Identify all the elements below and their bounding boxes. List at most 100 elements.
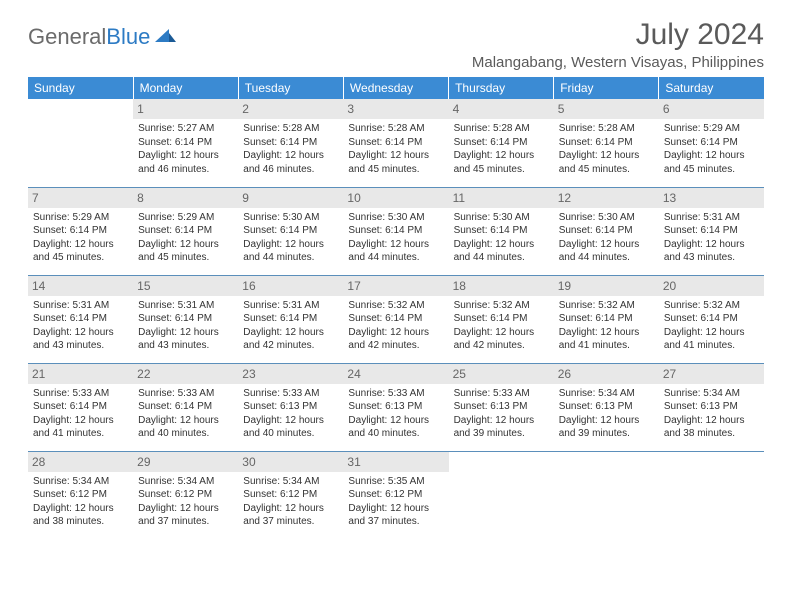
daylight-text: Daylight: 12 hours and 46 minutes. xyxy=(138,149,233,176)
daylight-text: Daylight: 12 hours and 37 minutes. xyxy=(138,502,233,529)
day-number: 25 xyxy=(449,364,554,384)
day-number: 23 xyxy=(238,364,343,384)
brand-logo: GeneralBlue xyxy=(28,24,177,50)
daylight-text: Daylight: 12 hours and 39 minutes. xyxy=(559,414,654,441)
brand-triangle-icon xyxy=(155,27,177,48)
daylight-text: Daylight: 12 hours and 42 minutes. xyxy=(454,326,549,353)
calendar-day-cell: 17Sunrise: 5:32 AMSunset: 6:14 PMDayligh… xyxy=(343,275,448,363)
calendar-day-cell: 10Sunrise: 5:30 AMSunset: 6:14 PMDayligh… xyxy=(343,187,448,275)
sunset-text: Sunset: 6:14 PM xyxy=(348,224,443,238)
sunrise-text: Sunrise: 5:34 AM xyxy=(33,475,128,489)
daylight-text: Daylight: 12 hours and 39 minutes. xyxy=(454,414,549,441)
brand-part1: General xyxy=(28,24,106,49)
sunset-text: Sunset: 6:14 PM xyxy=(559,136,654,150)
sunset-text: Sunset: 6:14 PM xyxy=(138,400,233,414)
day-number: 16 xyxy=(238,276,343,296)
daylight-text: Daylight: 12 hours and 38 minutes. xyxy=(664,414,759,441)
calendar-day-cell: 13Sunrise: 5:31 AMSunset: 6:14 PMDayligh… xyxy=(659,187,764,275)
calendar-week-row: 1Sunrise: 5:27 AMSunset: 6:14 PMDaylight… xyxy=(28,99,764,187)
sunset-text: Sunset: 6:14 PM xyxy=(243,224,338,238)
daylight-text: Daylight: 12 hours and 46 minutes. xyxy=(243,149,338,176)
daylight-text: Daylight: 12 hours and 40 minutes. xyxy=(138,414,233,441)
day-number: 30 xyxy=(238,452,343,472)
weekday-header: Monday xyxy=(133,77,238,99)
sunset-text: Sunset: 6:14 PM xyxy=(33,312,128,326)
sunset-text: Sunset: 6:12 PM xyxy=(243,488,338,502)
daylight-text: Daylight: 12 hours and 43 minutes. xyxy=(33,326,128,353)
calendar-day-cell: 23 Sunrise: 5:33 AMSunset: 6:13 PMDayligh… xyxy=(238,363,343,451)
sunrise-text: Sunrise: 5:28 AM xyxy=(559,122,654,136)
day-number: 4 xyxy=(449,99,554,119)
sunset-text: Sunset: 6:13 PM xyxy=(243,400,338,414)
sunset-text: Sunset: 6:14 PM xyxy=(559,312,654,326)
calendar-day-cell xyxy=(449,451,554,539)
day-number: 7 xyxy=(28,188,133,208)
sunrise-text: Sunrise: 5:31 AM xyxy=(243,299,338,313)
brand-text: GeneralBlue xyxy=(28,24,150,50)
daylight-text: Daylight: 12 hours and 41 minutes. xyxy=(33,414,128,441)
calendar-week-row: 7Sunrise: 5:29 AMSunset: 6:14 PMDaylight… xyxy=(28,187,764,275)
day-number: 11 xyxy=(449,188,554,208)
day-number: 21 xyxy=(28,364,133,384)
day-number: 12 xyxy=(554,188,659,208)
sunset-text: Sunset: 6:14 PM xyxy=(559,224,654,238)
sunrise-text: Sunrise: 5:28 AM xyxy=(454,122,549,136)
daylight-text: Daylight: 12 hours and 40 minutes. xyxy=(348,414,443,441)
header: GeneralBlue July 2024 Malangabang, Weste… xyxy=(28,18,764,71)
calendar-day-cell: 11 Sunrise: 5:30 AMSunset: 6:14 PMDayligh… xyxy=(449,187,554,275)
sunrise-text: Sunrise: 5:32 AM xyxy=(348,299,443,313)
day-number: 28 xyxy=(28,452,133,472)
daylight-text: Daylight: 12 hours and 44 minutes. xyxy=(454,238,549,265)
sunrise-text: Sunrise: 5:30 AM xyxy=(348,211,443,225)
daylight-text: Daylight: 12 hours and 45 minutes. xyxy=(559,149,654,176)
sunrise-text: Sunrise: 5:27 AM xyxy=(138,122,233,136)
weekday-header: Wednesday xyxy=(343,77,448,99)
sunset-text: Sunset: 6:14 PM xyxy=(454,224,549,238)
day-number: 10 xyxy=(343,188,448,208)
daylight-text: Daylight: 12 hours and 37 minutes. xyxy=(348,502,443,529)
daylight-text: Daylight: 12 hours and 38 minutes. xyxy=(33,502,128,529)
daylight-text: Daylight: 12 hours and 45 minutes. xyxy=(33,238,128,265)
calendar-day-cell: 9Sunrise: 5:30 AMSunset: 6:14 PMDaylight… xyxy=(238,187,343,275)
sunrise-text: Sunrise: 5:33 AM xyxy=(243,387,338,401)
day-number: 2 xyxy=(238,99,343,119)
day-number: 19 xyxy=(554,276,659,296)
sunrise-text: Sunrise: 5:31 AM xyxy=(138,299,233,313)
day-number: 5 xyxy=(554,99,659,119)
calendar-day-cell: 31Sunrise: 5:35 AMSunset: 6:12 PMDayligh… xyxy=(343,451,448,539)
brand-part2: Blue xyxy=(106,24,150,49)
day-number: 31 xyxy=(343,452,448,472)
day-number: 3 xyxy=(343,99,448,119)
sunrise-text: Sunrise: 5:33 AM xyxy=(454,387,549,401)
sunrise-text: Sunrise: 5:30 AM xyxy=(454,211,549,225)
sunset-text: Sunset: 6:14 PM xyxy=(664,136,759,150)
day-number: 13 xyxy=(659,188,764,208)
calendar-day-cell: 6Sunrise: 5:29 AMSunset: 6:14 PMDaylight… xyxy=(659,99,764,187)
day-number: 20 xyxy=(659,276,764,296)
sunrise-text: Sunrise: 5:31 AM xyxy=(33,299,128,313)
calendar-week-row: 14Sunrise: 5:31 AMSunset: 6:14 PMDayligh… xyxy=(28,275,764,363)
title-block: July 2024 Malangabang, Western Visayas, … xyxy=(472,18,764,71)
calendar-day-cell: 1Sunrise: 5:27 AMSunset: 6:14 PMDaylight… xyxy=(133,99,238,187)
sunset-text: Sunset: 6:12 PM xyxy=(33,488,128,502)
calendar-day-cell: 24Sunrise: 5:33 AMSunset: 6:13 PMDayligh… xyxy=(343,363,448,451)
daylight-text: Daylight: 12 hours and 42 minutes. xyxy=(243,326,338,353)
day-number: 9 xyxy=(238,188,343,208)
daylight-text: Daylight: 12 hours and 43 minutes. xyxy=(138,326,233,353)
day-number: 8 xyxy=(133,188,238,208)
calendar-week-row: 28Sunrise: 5:34 AMSunset: 6:12 PMDayligh… xyxy=(28,451,764,539)
sunrise-text: Sunrise: 5:32 AM xyxy=(454,299,549,313)
daylight-text: Daylight: 12 hours and 40 minutes. xyxy=(243,414,338,441)
month-title: July 2024 xyxy=(472,18,764,52)
sunset-text: Sunset: 6:14 PM xyxy=(243,312,338,326)
sunrise-text: Sunrise: 5:30 AM xyxy=(243,211,338,225)
calendar-day-cell: 29Sunrise: 5:34 AMSunset: 6:12 PMDayligh… xyxy=(133,451,238,539)
sunrise-text: Sunrise: 5:29 AM xyxy=(33,211,128,225)
day-number: 17 xyxy=(343,276,448,296)
sunrise-text: Sunrise: 5:32 AM xyxy=(664,299,759,313)
sunset-text: Sunset: 6:12 PM xyxy=(348,488,443,502)
sunrise-text: Sunrise: 5:28 AM xyxy=(348,122,443,136)
day-number: 1 xyxy=(133,99,238,119)
page-root: GeneralBlue July 2024 Malangabang, Weste… xyxy=(0,0,792,539)
day-number: 18 xyxy=(449,276,554,296)
